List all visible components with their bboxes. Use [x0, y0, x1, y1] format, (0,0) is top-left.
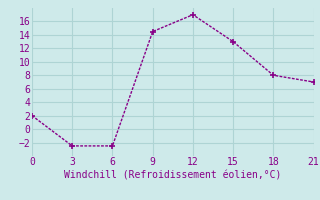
X-axis label: Windchill (Refroidissement éolien,°C): Windchill (Refroidissement éolien,°C): [64, 170, 282, 180]
